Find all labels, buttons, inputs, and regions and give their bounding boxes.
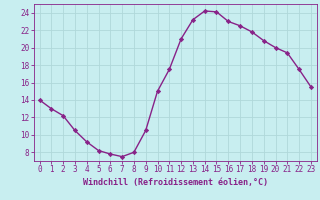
X-axis label: Windchill (Refroidissement éolien,°C): Windchill (Refroidissement éolien,°C) bbox=[83, 178, 268, 187]
